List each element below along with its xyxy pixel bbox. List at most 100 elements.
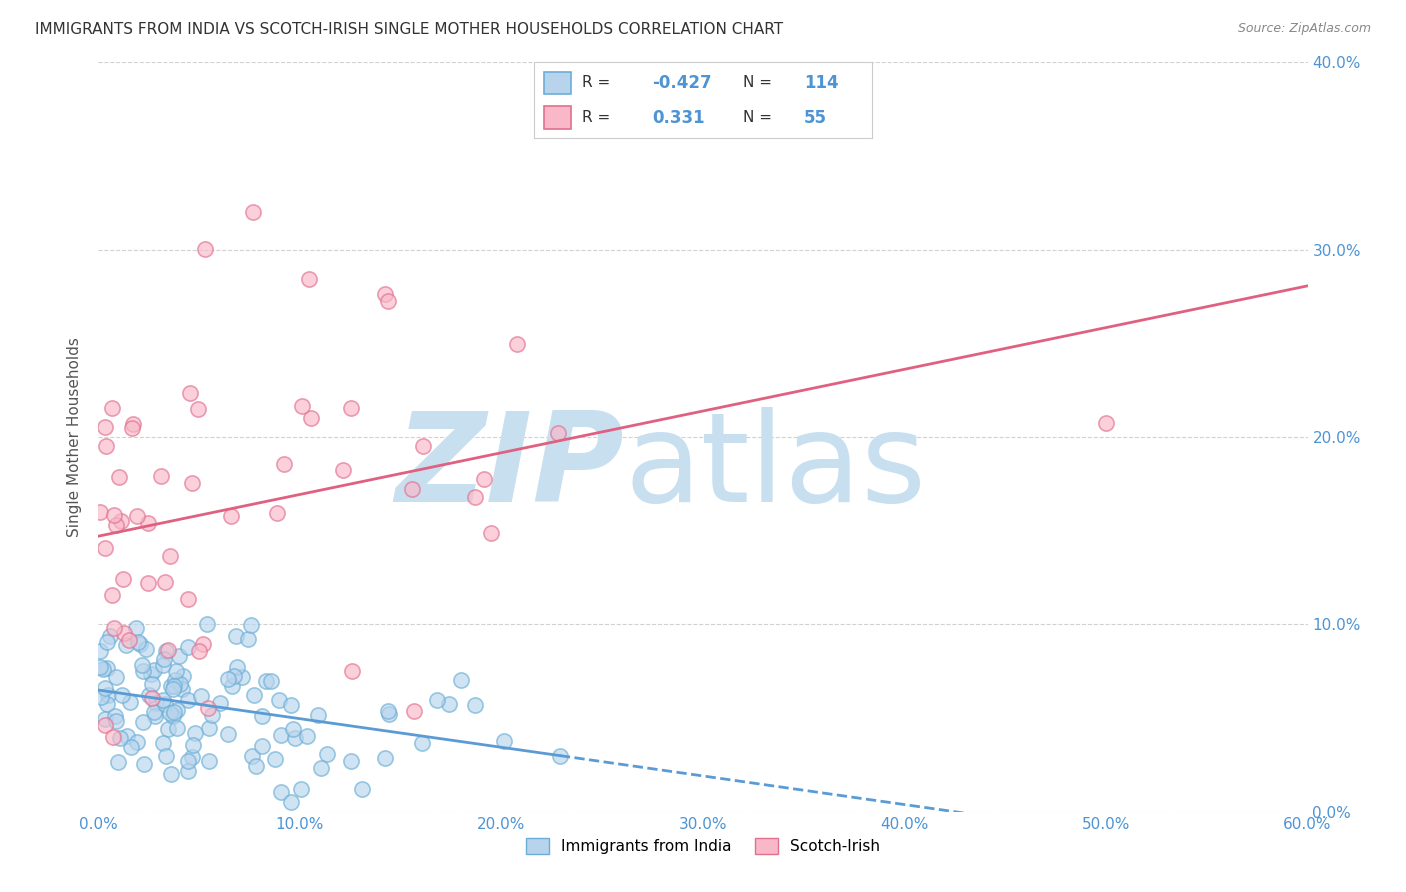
Point [127, 735, 149, 749]
Point [125, 509, 148, 524]
Point [145, 696, 167, 710]
Point [245, 759, 267, 773]
Point [120, 694, 142, 708]
Point [138, 516, 160, 530]
Point [266, 506, 288, 520]
Point [166, 721, 188, 735]
Point [159, 706, 181, 721]
Point [110, 514, 132, 528]
Point [153, 574, 176, 589]
Point [101, 401, 124, 416]
Point [352, 781, 374, 796]
Point [492, 734, 515, 748]
Point [94, 718, 117, 732]
Point [401, 482, 423, 496]
Point [450, 673, 472, 688]
Point [96, 635, 118, 649]
Text: 0.331: 0.331 [652, 109, 704, 127]
Point [250, 708, 273, 723]
Point [254, 673, 277, 688]
Point [135, 642, 157, 657]
Point [152, 693, 174, 707]
Point [191, 637, 214, 651]
Point [426, 693, 449, 707]
Point [160, 679, 183, 693]
Point [166, 703, 188, 717]
Point [162, 709, 184, 723]
Point [283, 722, 305, 736]
Text: Source: ZipAtlas.com: Source: ZipAtlas.com [1237, 22, 1371, 36]
Point [89, 505, 111, 519]
Point [474, 472, 496, 486]
Point [94, 681, 117, 695]
Point [132, 714, 155, 729]
Point [298, 272, 321, 286]
Point [187, 644, 209, 658]
Point [181, 750, 204, 764]
Point [378, 707, 401, 722]
Point [299, 411, 322, 425]
Point [125, 621, 148, 635]
Point [270, 785, 292, 799]
Point [162, 706, 184, 720]
Point [120, 740, 142, 755]
Point [118, 632, 141, 647]
Point [111, 688, 134, 702]
Point [93, 662, 115, 676]
Point [339, 401, 361, 416]
Point [132, 756, 155, 771]
Point [155, 748, 177, 763]
Point [270, 728, 292, 742]
Point [374, 287, 396, 301]
Point [157, 722, 180, 736]
Point [110, 731, 132, 745]
Point [115, 638, 138, 652]
Point [377, 704, 399, 718]
Point [108, 469, 131, 483]
Point [121, 420, 143, 434]
Point [98, 630, 121, 644]
Text: N =: N = [744, 76, 772, 90]
Point [177, 640, 200, 654]
Point [1095, 417, 1118, 431]
Point [187, 402, 209, 417]
Y-axis label: Single Mother Households: Single Mother Households [67, 337, 83, 537]
Point [181, 476, 204, 491]
Point [332, 463, 354, 477]
Point [195, 617, 218, 632]
Point [143, 708, 166, 723]
Point [217, 727, 239, 741]
Point [105, 517, 128, 532]
Point [179, 386, 201, 401]
Point [505, 337, 527, 351]
Point [264, 752, 287, 766]
Point [221, 679, 243, 693]
Point [104, 670, 127, 684]
Point [412, 439, 434, 453]
FancyBboxPatch shape [544, 106, 571, 129]
Point [260, 674, 283, 689]
Point [153, 652, 176, 666]
Point [290, 399, 312, 413]
Point [315, 747, 337, 761]
Point [273, 457, 295, 471]
Point [163, 673, 186, 687]
Point [209, 696, 232, 710]
Point [177, 693, 200, 707]
Point [190, 689, 212, 703]
Point [439, 697, 461, 711]
Point [198, 754, 221, 768]
Point [547, 426, 569, 441]
Point [101, 588, 124, 602]
Point [374, 751, 396, 765]
Point [172, 669, 194, 683]
Point [90, 690, 112, 705]
Point [103, 622, 125, 636]
Legend: Immigrants from India, Scotch-Irish: Immigrants from India, Scotch-Irish [520, 832, 886, 860]
Point [295, 729, 318, 743]
Point [377, 294, 399, 309]
Point [142, 705, 165, 719]
Point [243, 688, 266, 702]
Point [240, 749, 263, 764]
Point [231, 670, 253, 684]
